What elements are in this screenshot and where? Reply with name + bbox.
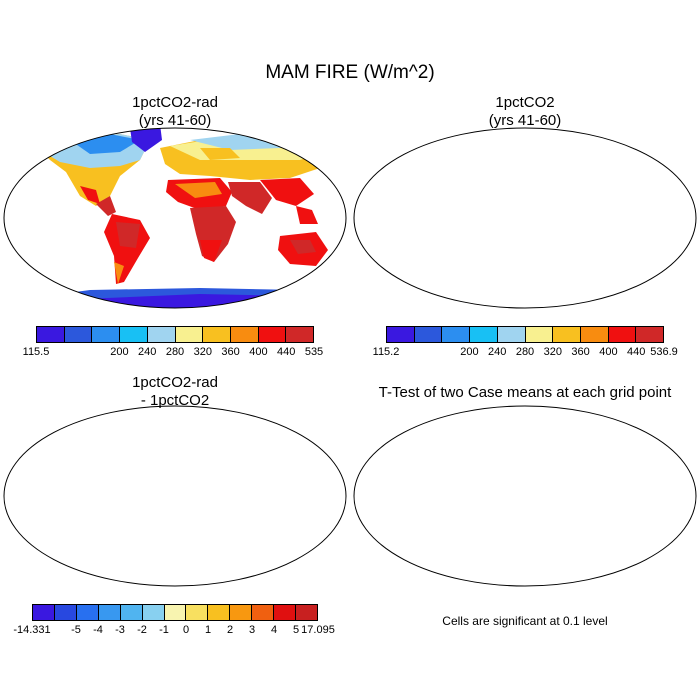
colorbar-1-swatch <box>230 327 259 342</box>
colorbar-1-swatch <box>258 327 287 342</box>
colorbar-1-label: 240 <box>138 346 157 358</box>
colorbar-1-swatch <box>147 327 176 342</box>
colorbar-2-swatch <box>608 327 637 342</box>
colorbar-2-label: 280 <box>515 346 535 358</box>
colorbar-1-swatch <box>37 327 65 342</box>
colorbar-3-label: -14.331 <box>13 624 51 636</box>
colorbar-3-swatch <box>33 605 55 620</box>
colorbar-1-label: 440 <box>277 346 296 358</box>
colorbar-3-swatch <box>208 605 231 620</box>
colorbar-1-swatch <box>286 327 314 342</box>
colorbar-1-swatch <box>64 327 93 342</box>
colorbar-3-swatch <box>120 605 143 620</box>
colorbar-3-label: 3 <box>248 624 256 636</box>
colorbar-1-label: 320 <box>193 346 212 358</box>
colorbar-3-label: 17.095 <box>301 624 335 636</box>
colorbar-3-swatch <box>76 605 99 620</box>
colorbar-2 <box>386 326 664 343</box>
panel-3-title: 1pctCO2-rad - 1pctCO2 <box>75 374 275 410</box>
significance-note: Cells are significant at 0.1 level <box>442 614 608 628</box>
colorbar-3-label: 1 <box>204 624 212 636</box>
colorbar-2-label: 440 <box>627 346 646 358</box>
colorbar-3-label: 0 <box>182 624 190 636</box>
colorbar-3-label: -4 <box>93 624 103 636</box>
colorbar-2-label: 360 <box>571 346 590 358</box>
colorbar-1-swatch <box>92 327 121 342</box>
colorbar-3-swatch <box>98 605 121 620</box>
colorbar-3-label: 5 <box>292 624 300 636</box>
colorbar-3-label: -2 <box>137 624 147 636</box>
colorbar-2-label: 115.2 <box>372 346 400 358</box>
colorbar-2-label: 200 <box>460 346 479 358</box>
colorbar-1 <box>36 326 314 343</box>
figure-title: MAM FIRE (W/m^2) <box>265 62 435 83</box>
colorbar-1-label: 400 <box>249 346 268 358</box>
colorbar-2-swatch <box>636 327 664 342</box>
colorbar-2-swatch <box>442 327 471 342</box>
panel-2-title-line1: 1pctCO2 <box>495 94 555 111</box>
colorbar-3 <box>32 604 318 621</box>
panel-4-title: T-Test of two Case means at each grid po… <box>355 384 695 402</box>
colorbar-2-swatch <box>525 327 554 342</box>
panel-2-title: 1pctCO2 (yrs 41-60) <box>425 94 625 130</box>
colorbar-2-swatch <box>387 327 415 342</box>
colorbar-3-swatch <box>164 605 187 620</box>
colorbar-2-swatch <box>553 327 581 342</box>
colorbar-1-swatch <box>175 327 204 342</box>
panel-4-title-line1: T-Test of two Case means at each grid po… <box>378 384 672 401</box>
colorbar-1-label: 200 <box>110 346 129 358</box>
colorbar-2-label: 400 <box>599 346 618 358</box>
colorbar-3-label: -1 <box>159 624 169 636</box>
colorbar-1-label: 280 <box>165 346 185 358</box>
colorbar-1-label: 535 <box>304 346 324 358</box>
colorbar-2-swatch <box>497 327 526 342</box>
colorbar-1-swatch <box>203 327 231 342</box>
colorbar-3-swatch <box>54 605 77 620</box>
colorbar-3-label: 4 <box>270 624 278 636</box>
colorbar-2-label: 240 <box>488 346 507 358</box>
colorbar-2-label: 320 <box>543 346 562 358</box>
panel-3-title-line2: - 1pctCO2 <box>140 392 210 409</box>
colorbar-3-swatch <box>274 605 297 620</box>
colorbar-3-labels: -14.331 -5 -4 -3 -2 -1 0 1 2 3 4 5 17.095 <box>13 624 334 638</box>
colorbar-1-labels: 115.5 200 240 280 320 360 400 440 535 <box>23 346 324 360</box>
colorbar-3-label: -3 <box>115 624 125 636</box>
map-1-field <box>4 128 346 308</box>
colorbar-3-swatch <box>296 605 317 620</box>
colorbar-3-label: -5 <box>71 624 81 636</box>
colorbar-3-label: 2 <box>226 624 234 636</box>
colorbar-3-swatch <box>230 605 253 620</box>
colorbar-1-label: 115.5 <box>22 346 50 358</box>
colorbar-2-swatch <box>580 327 609 342</box>
panel-2-title-line2: (yrs 41-60) <box>488 112 562 129</box>
colorbar-3-swatch <box>142 605 165 620</box>
colorbar-3-swatch <box>186 605 209 620</box>
map-4-field <box>350 398 700 598</box>
panel-1-title: 1pctCO2-rad (yrs 41-60) <box>75 94 275 130</box>
colorbar-2-swatch <box>414 327 443 342</box>
colorbar-2-labels: 115.2 200 240 280 320 360 400 440 536.9 <box>373 346 678 360</box>
colorbar-3-swatch <box>252 605 275 620</box>
colorbar-2-swatch <box>470 327 498 342</box>
colorbar-2-label: 536.9 <box>650 346 678 358</box>
panel-1-title-line1: 1pctCO2-rad <box>132 94 218 111</box>
panel-1-title-line2: (yrs 41-60) <box>138 112 212 129</box>
colorbar-1-label: 360 <box>221 346 240 358</box>
colorbar-1-swatch <box>120 327 148 342</box>
panel-3-title-line1: 1pctCO2-rad <box>132 374 218 391</box>
